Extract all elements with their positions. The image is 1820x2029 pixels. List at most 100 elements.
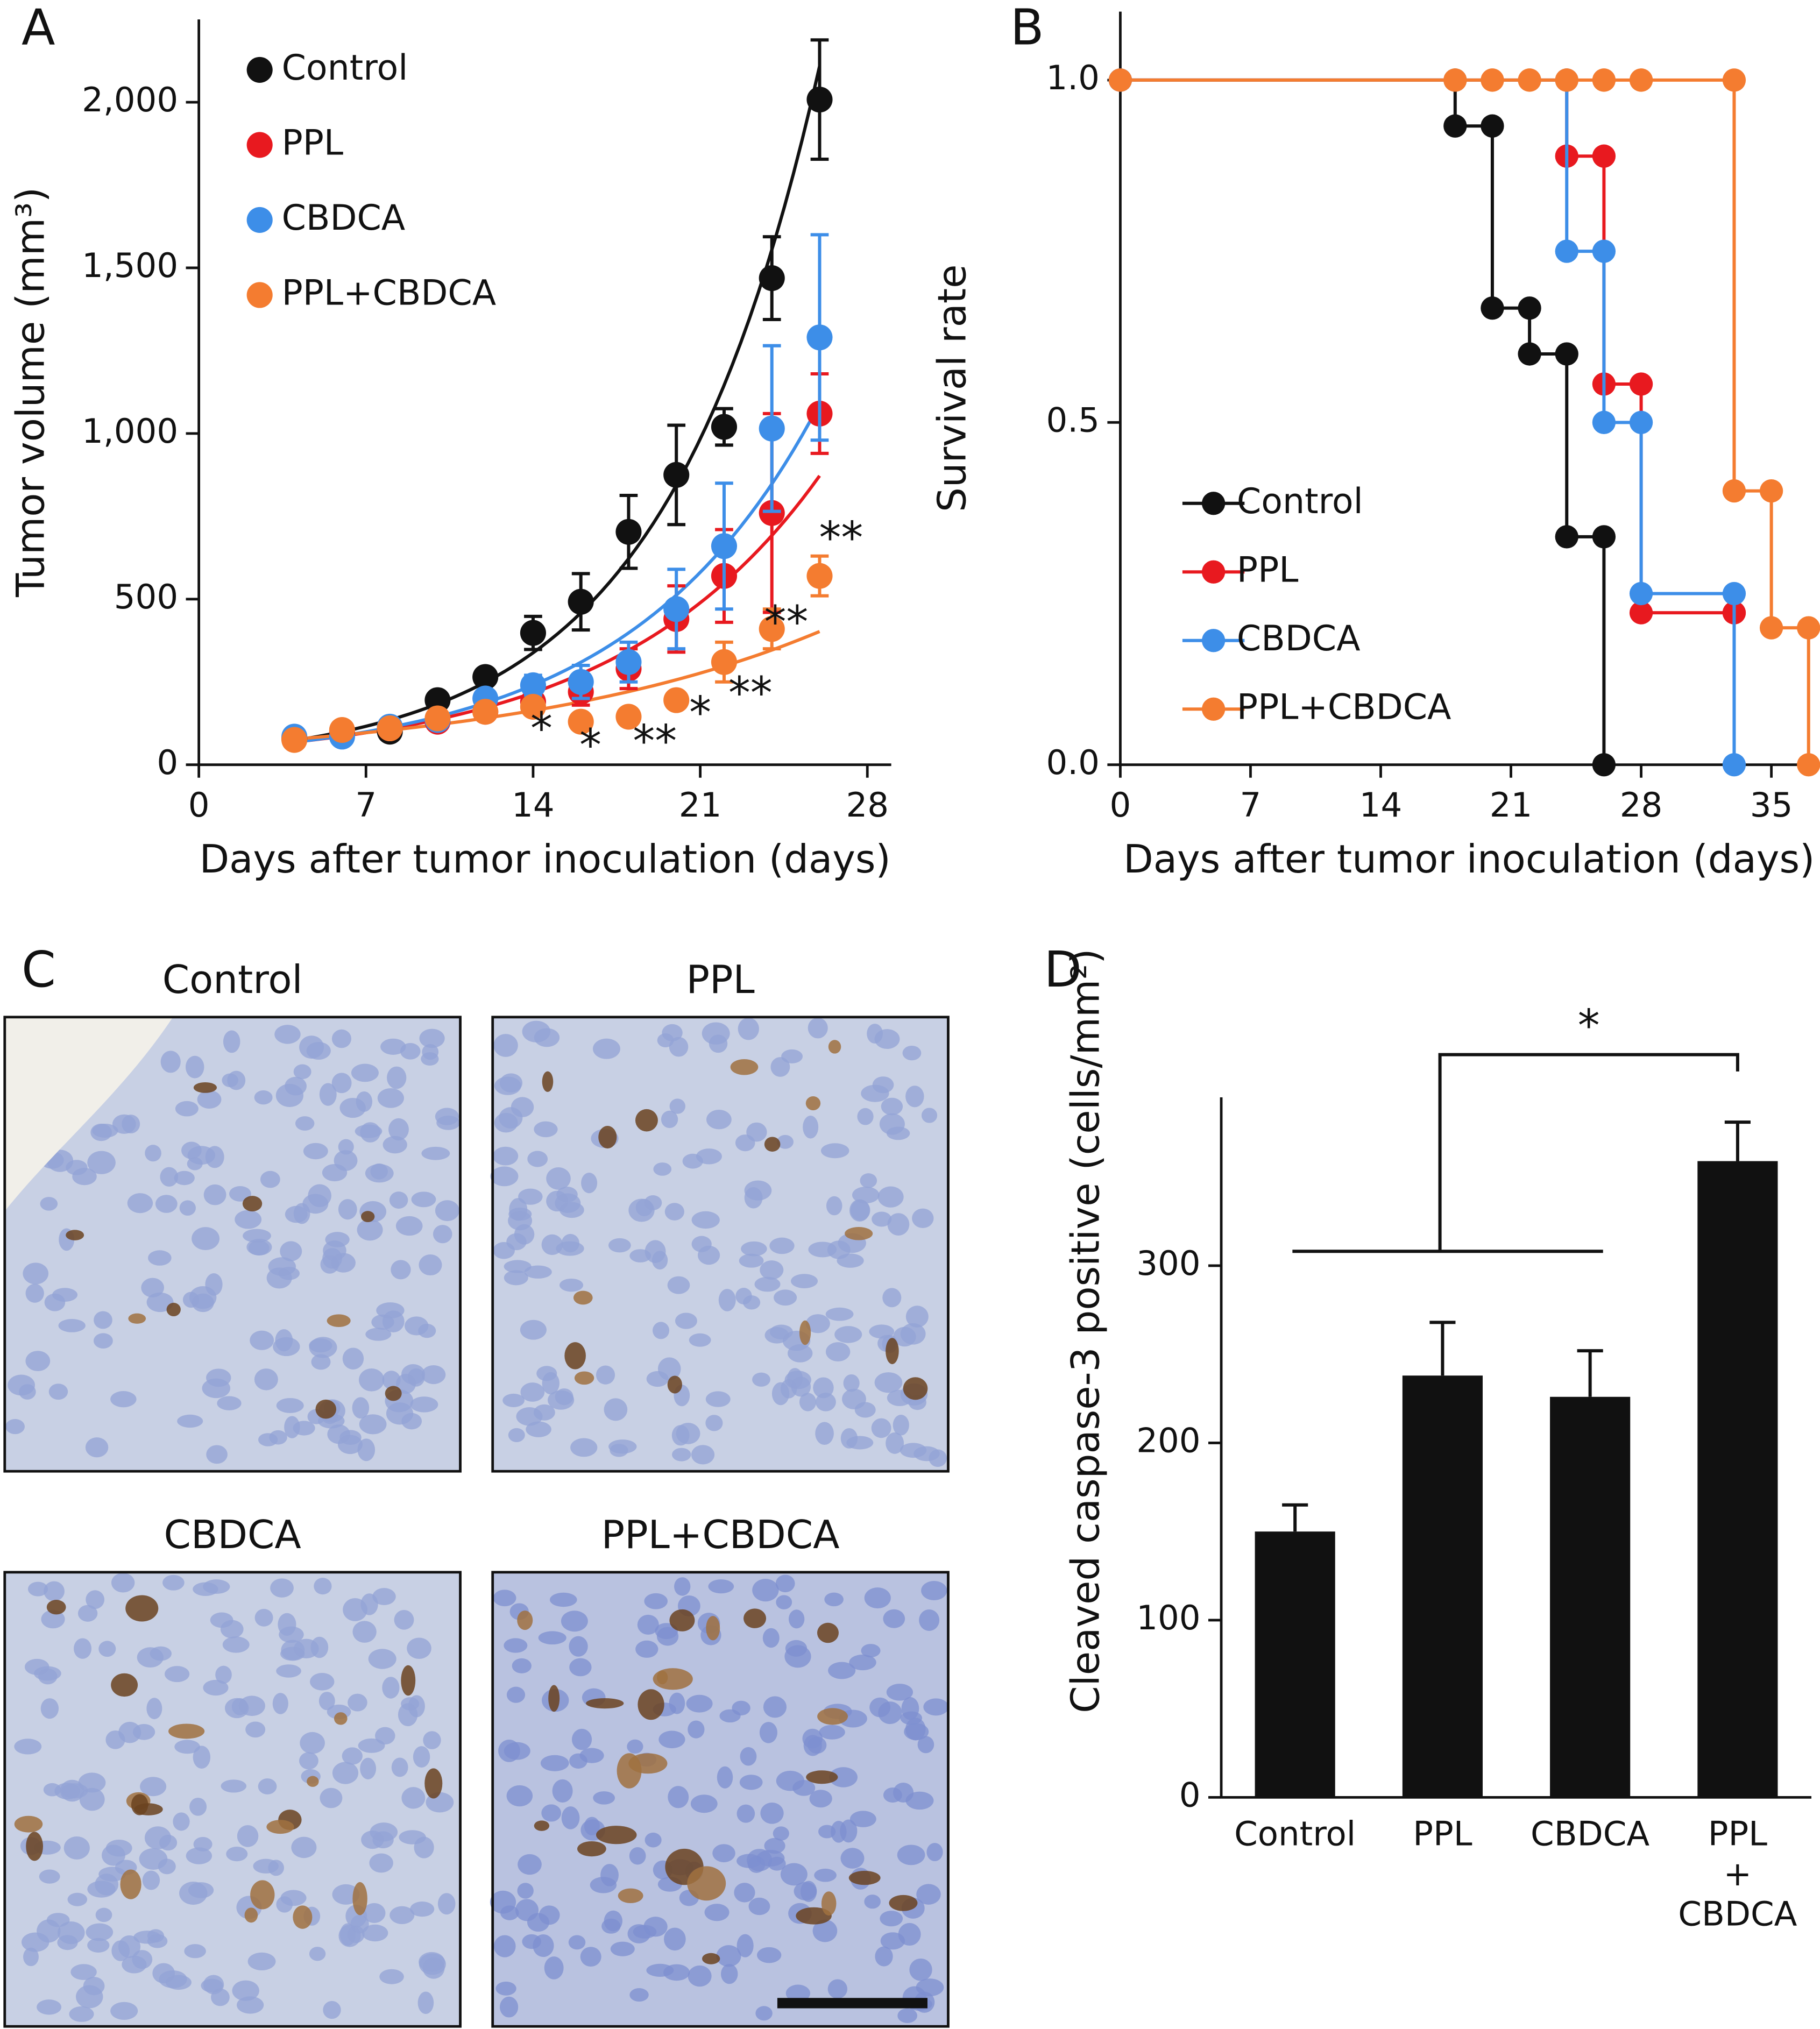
cell (419, 1254, 442, 1276)
cell (8, 1374, 35, 1396)
stained-cell (638, 1689, 664, 1720)
cell (74, 1638, 92, 1659)
cell (581, 1173, 598, 1194)
cell (413, 1746, 430, 1768)
cell (437, 1893, 456, 1915)
error-bar (1724, 1120, 1751, 1161)
cell (331, 1073, 352, 1094)
cell (527, 1151, 548, 1167)
cell (145, 1145, 161, 1162)
point (1629, 581, 1653, 606)
cell (146, 1698, 162, 1720)
significance: * (579, 720, 601, 771)
cell (360, 1593, 378, 1615)
cell (738, 1017, 759, 1040)
cell (69, 2006, 94, 2022)
cell (27, 1581, 48, 1597)
cell (23, 1947, 39, 1967)
stained-cell (424, 1768, 443, 1799)
cell (919, 1609, 940, 1631)
cell (147, 1929, 165, 1943)
cell (217, 1396, 242, 1410)
point (329, 716, 355, 743)
tissue (4, 1017, 461, 1464)
cell (318, 1692, 335, 1711)
cell (77, 1605, 98, 1622)
cell (285, 1205, 308, 1223)
cell (561, 1806, 580, 1829)
cell (111, 1573, 135, 1593)
cell (276, 1397, 304, 1413)
cell (235, 1210, 262, 1229)
cell (401, 1787, 426, 1809)
cell (635, 1640, 658, 1658)
cell (148, 1250, 172, 1266)
significance: * (1578, 1001, 1600, 1052)
point (1108, 68, 1132, 92)
cell (320, 1787, 343, 1808)
cell (394, 1610, 414, 1630)
significance: * (530, 704, 553, 755)
cell (664, 1203, 684, 1221)
cell (238, 1695, 265, 1716)
cell (87, 1938, 110, 1953)
stained-cell (598, 1125, 617, 1149)
legend-marker (246, 132, 273, 158)
y-tick-label: 0 (157, 743, 178, 782)
cell (506, 1686, 526, 1703)
legend-label: CBDCA (282, 198, 406, 238)
point (1443, 114, 1467, 138)
cell (808, 1017, 828, 1039)
cell (40, 1698, 59, 1719)
cell (541, 1234, 563, 1255)
cell (401, 1697, 420, 1711)
cell (633, 1925, 657, 1939)
cell (359, 1368, 385, 1392)
point (1759, 616, 1783, 640)
stained-cell (706, 1616, 720, 1641)
panel-letter: B (1010, 0, 1044, 56)
cell (879, 1113, 905, 1135)
stained-cell (548, 1685, 560, 1712)
stained-cell (574, 1371, 594, 1385)
stained-cell (244, 1907, 258, 1923)
cell (522, 1020, 551, 1042)
cell (314, 1578, 332, 1595)
point (1592, 525, 1616, 549)
cell (536, 1366, 557, 1381)
cell (785, 1984, 811, 2002)
cell (672, 1448, 691, 1462)
cell (193, 1746, 211, 1769)
cell (883, 1609, 905, 1628)
point (1555, 239, 1578, 263)
micrograph-border (491, 1016, 950, 1473)
stained-cell (46, 1600, 66, 1615)
legend-label: PPL+CBDCA (282, 273, 497, 314)
cell (370, 1822, 398, 1842)
cell (709, 1034, 728, 1053)
cell (893, 1415, 909, 1436)
cell (177, 1414, 203, 1428)
cell (905, 1306, 929, 1328)
cell (372, 1588, 396, 1606)
stained-cell (111, 1673, 138, 1697)
cell (22, 1932, 49, 1952)
cell (383, 1136, 407, 1154)
cell (334, 1150, 358, 1171)
point (663, 687, 690, 713)
cell (362, 1924, 388, 1942)
cell (495, 1981, 516, 1996)
cell (764, 1838, 785, 1854)
cell (323, 1240, 346, 1261)
legend-marker (246, 207, 273, 233)
cell (584, 1817, 600, 1836)
cell (268, 1860, 284, 1876)
point (1722, 753, 1746, 777)
micrograph-title: CBDCA (164, 1513, 301, 1558)
point (1629, 601, 1653, 625)
cell (407, 1637, 431, 1659)
cell (905, 1086, 924, 1108)
stained-cell (352, 1882, 367, 1916)
stained-cell (385, 1386, 402, 1401)
cell (222, 1073, 238, 1088)
